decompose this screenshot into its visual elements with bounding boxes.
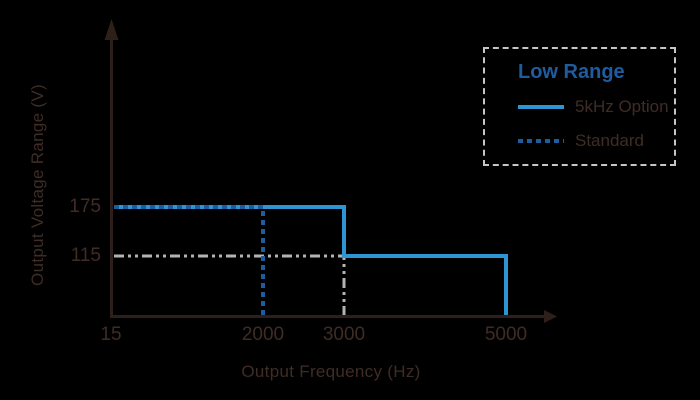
legend-item-5khz-option: 5kHz Option	[518, 97, 674, 117]
legend-item-label: 5kHz Option	[575, 97, 669, 116]
guide-lines-layer	[114, 254, 346, 316]
5khz-option-line	[114, 205, 508, 316]
y-axis-arrow-icon	[104, 19, 119, 40]
x-tick-2000: 2000	[241, 324, 285, 345]
legend-sample-solid-line	[518, 105, 564, 109]
x-tick-15: 15	[100, 324, 122, 345]
legend-title: Low Range	[518, 61, 625, 83]
y-tick-175: 175	[69, 196, 101, 217]
legend-item-standard: Standard	[518, 131, 674, 151]
series-lines-layer	[114, 205, 508, 316]
x-tick-3000: 3000	[322, 324, 366, 345]
x-axis-title: Output Frequency (Hz)	[241, 362, 421, 381]
legend-item-label: Standard	[575, 131, 644, 150]
x-tick-5000: 5000	[484, 324, 528, 345]
legend-sample-dashed-line	[518, 139, 564, 143]
y-tick-115: 115	[70, 245, 101, 266]
x-axis-arrow-icon	[544, 310, 557, 323]
115v-at-3000hz-reference-line	[114, 254, 346, 316]
legend-box: Low Range 5kHz Option Standard	[483, 47, 676, 166]
y-axis-title: Output Voltage Range (V)	[28, 84, 47, 286]
standard-line	[114, 205, 265, 316]
